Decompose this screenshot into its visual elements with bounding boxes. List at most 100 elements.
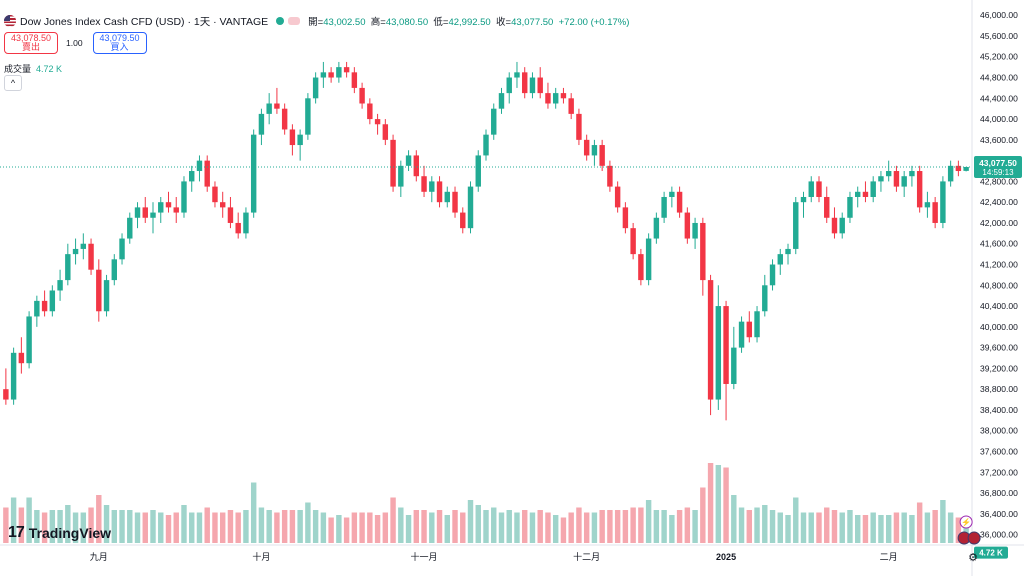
volume-bar <box>103 505 110 543</box>
volume-bar <box>34 510 40 543</box>
candle-body <box>754 311 760 338</box>
volume-bar <box>382 512 389 543</box>
candle-body <box>676 191 683 213</box>
gear-icon[interactable]: ⚙ <box>968 552 978 564</box>
candle-body <box>18 352 25 364</box>
volume-bar <box>289 510 296 543</box>
candle-body <box>855 191 861 197</box>
candle-body <box>932 202 938 223</box>
volume-bar <box>529 512 536 543</box>
candle-body <box>460 212 466 229</box>
volume-bar <box>576 507 582 543</box>
volume-bar <box>343 517 350 543</box>
collapse-legend-button[interactable]: ^ <box>4 75 22 91</box>
volume-bar <box>18 507 25 543</box>
volume-bar <box>359 512 365 543</box>
tv-logo-icon: 17 <box>8 524 25 541</box>
symbol-header: Dow Jones Index Cash CFD (USD) · 1天 · VA… <box>4 12 629 30</box>
candle-body <box>800 196 807 203</box>
y-tick-label: 42,800.00 <box>980 176 1018 186</box>
volume-bar <box>127 510 133 543</box>
candle-body <box>312 77 319 99</box>
volume-bar <box>583 512 590 543</box>
candle-body <box>359 87 365 104</box>
volume-bar <box>72 512 79 543</box>
y-tick-label: 37,200.00 <box>980 467 1018 477</box>
candle-body <box>769 264 776 286</box>
volume-bar <box>824 507 830 543</box>
candle-body <box>475 155 481 187</box>
volume-bar <box>413 510 420 543</box>
candle-body <box>274 103 280 109</box>
y-tick-label: 41,600.00 <box>980 239 1018 249</box>
last-price-value: 43,077.50 <box>979 158 1017 168</box>
candle-body <box>839 217 845 234</box>
y-tick-label: 42,400.00 <box>980 197 1018 207</box>
volume-bar <box>661 510 667 543</box>
candle-body <box>158 202 164 213</box>
volume-bar <box>297 510 303 543</box>
high-value: 43,080.50 <box>385 17 429 28</box>
candle-body <box>367 103 373 120</box>
open-label: 開= <box>308 17 324 28</box>
candle-body <box>467 186 474 229</box>
volume-bar <box>405 515 412 543</box>
volume-bar <box>235 512 241 543</box>
volume-bar <box>862 515 869 543</box>
volume-bar <box>274 512 280 543</box>
candle-body <box>552 93 559 104</box>
volume-label: 成交量 <box>4 64 32 74</box>
buy-button[interactable]: 43,079.50 買入 <box>92 32 147 54</box>
candle-body <box>514 72 520 78</box>
candle-body <box>940 181 946 223</box>
volume-bar <box>398 507 404 543</box>
volume-bar <box>196 512 203 543</box>
y-tick-label: 44,400.00 <box>980 93 1018 103</box>
volume-bar <box>483 510 489 543</box>
candle-body <box>707 280 714 400</box>
candle-body <box>583 139 590 156</box>
volume-bar <box>498 512 505 543</box>
volume-bar <box>328 517 334 543</box>
countdown-value: 14:59:13 <box>982 168 1014 177</box>
candle-body <box>560 93 567 99</box>
candle-body <box>80 243 87 249</box>
symbol-title[interactable]: Dow Jones Index Cash CFD (USD) · 1天 · VA… <box>20 15 269 28</box>
sell-button[interactable]: 43,078.50 賣出 <box>4 32 58 54</box>
candle-body <box>785 248 791 255</box>
y-tick-label: 40,800.00 <box>980 280 1018 290</box>
candle-body <box>824 196 830 218</box>
volume-bar <box>885 515 892 543</box>
buy-price: 43,079.50 <box>99 33 140 43</box>
volume-bar <box>41 512 48 543</box>
candle-body <box>41 300 48 312</box>
logo-text: TradingView <box>28 525 112 541</box>
volume-bar <box>793 497 799 543</box>
candle-body <box>909 171 915 177</box>
ohlc-values: 開=43,002.50 高=43,080.50 低=42,992.50 收=43… <box>308 14 629 28</box>
candle-body <box>963 166 969 171</box>
y-tick-label: 42,000.00 <box>980 218 1018 228</box>
alert-icon[interactable] <box>288 17 301 25</box>
volume-bar <box>940 500 946 543</box>
candle-body <box>382 124 389 140</box>
volume-bar <box>754 507 760 543</box>
volume-bar <box>552 515 559 543</box>
candle-body <box>522 72 528 94</box>
y-tick-label: 41,200.00 <box>980 260 1018 270</box>
candle-body <box>421 176 427 192</box>
volume-bar <box>878 515 884 543</box>
candle-body <box>351 72 358 88</box>
volume-bar <box>150 510 156 543</box>
quantity-field[interactable]: 1.00 <box>66 38 83 48</box>
volume-bar <box>134 512 141 543</box>
volume-bar <box>26 497 32 543</box>
volume-bar <box>436 510 443 543</box>
y-tick-label: 44,800.00 <box>980 73 1018 83</box>
volume-bar <box>738 507 745 543</box>
volume-bar <box>281 510 288 543</box>
volume-badge <box>974 546 1008 559</box>
tradingview-logo[interactable]: 17 TradingView <box>8 524 111 542</box>
